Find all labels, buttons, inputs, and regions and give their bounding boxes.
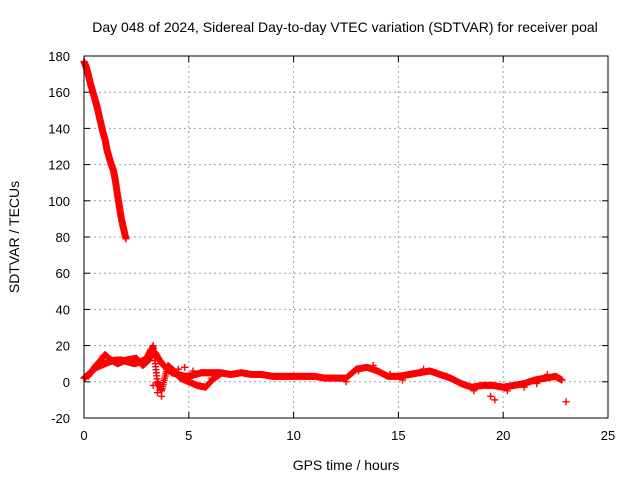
y-axis-label: SDTVAR / TECUs: [6, 181, 22, 293]
data-point: [369, 362, 377, 370]
y-tick-label: -20: [51, 411, 70, 426]
chart-title: Day 048 of 2024, Sidereal Day-to-day VTE…: [92, 19, 598, 35]
y-tick-label: 80: [56, 230, 70, 245]
data-point: [554, 374, 562, 382]
data-point: [558, 376, 566, 384]
data-point: [432, 369, 440, 377]
data-point: [543, 371, 551, 379]
y-tick-label: 60: [56, 266, 70, 281]
data-point: [533, 380, 541, 388]
data-point: [443, 372, 451, 380]
data-point: [399, 376, 407, 384]
data-point: [420, 365, 428, 373]
y-tick-label: 20: [56, 339, 70, 354]
data-point: [520, 383, 528, 391]
data-point: [153, 389, 161, 397]
x-tick-label: 10: [286, 428, 300, 443]
y-tick-label: 140: [48, 121, 70, 136]
y-tick-label: 0: [63, 375, 70, 390]
y-tick-label: 180: [48, 49, 70, 64]
data-point: [189, 367, 197, 375]
data-points: [80, 57, 570, 406]
data-point: [199, 369, 207, 377]
data-point: [122, 235, 130, 243]
data-point: [218, 369, 226, 377]
data-point: [487, 392, 495, 400]
y-tick-label: 160: [48, 85, 70, 100]
x-tick-label: 0: [80, 428, 87, 443]
data-point: [181, 363, 189, 371]
data-point: [208, 374, 216, 382]
x-tick-label: 25: [601, 428, 615, 443]
data-point: [562, 398, 570, 406]
data-point: [491, 396, 499, 404]
x-tick-label: 5: [185, 428, 192, 443]
x-tick-label: 20: [496, 428, 510, 443]
y-tick-label: 120: [48, 158, 70, 173]
y-tick-label: 40: [56, 302, 70, 317]
data-point: [386, 371, 394, 379]
data-point: [470, 387, 478, 395]
axis-ticks: 0 5 10 15 20 25 -20 0 20 40 60 80 100 120 140 160 180: [48, 49, 615, 443]
y-tick-label: 100: [48, 194, 70, 209]
data-point: [503, 387, 511, 395]
data-point: [158, 392, 166, 400]
data-point: [149, 381, 157, 389]
data-point: [355, 367, 363, 375]
x-tick-label: 15: [391, 428, 405, 443]
data-point: [342, 378, 350, 386]
data-point: [174, 365, 182, 373]
x-axis-label: GPS time / hours: [293, 457, 400, 473]
